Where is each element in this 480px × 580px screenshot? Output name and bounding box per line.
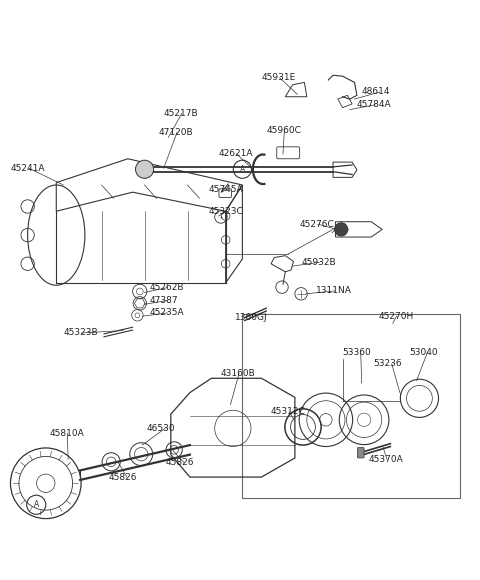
Text: 1360GJ: 1360GJ	[235, 313, 268, 322]
Text: 45323C: 45323C	[209, 206, 244, 216]
Text: 45932B: 45932B	[301, 258, 336, 267]
Text: 45784A: 45784A	[357, 100, 392, 110]
Text: 42621A: 42621A	[218, 150, 253, 158]
Text: 45312C: 45312C	[271, 407, 306, 416]
Text: 45745A: 45745A	[209, 185, 244, 194]
Text: 45262B: 45262B	[149, 283, 184, 292]
FancyBboxPatch shape	[358, 448, 364, 458]
Text: 46530: 46530	[147, 424, 176, 433]
Text: A: A	[240, 165, 245, 174]
Text: A: A	[34, 500, 39, 509]
Text: 45241A: 45241A	[11, 164, 46, 173]
Circle shape	[135, 160, 154, 178]
Text: 47387: 47387	[149, 296, 178, 305]
Text: 45270H: 45270H	[378, 311, 414, 321]
Text: 1311NA: 1311NA	[316, 287, 352, 295]
Text: 45826: 45826	[109, 473, 137, 481]
Text: 45826: 45826	[166, 458, 194, 467]
Text: 45810A: 45810A	[49, 429, 84, 438]
Text: 45276C: 45276C	[300, 220, 335, 229]
Text: 45931E: 45931E	[262, 73, 296, 82]
Text: 43160B: 43160B	[221, 369, 256, 378]
Circle shape	[335, 223, 348, 236]
Text: 45323B: 45323B	[63, 328, 98, 338]
Text: 47120B: 47120B	[159, 128, 193, 137]
Text: 53040: 53040	[409, 347, 438, 357]
Text: 53360: 53360	[343, 349, 372, 357]
Text: 45960C: 45960C	[266, 126, 301, 135]
Text: 53236: 53236	[373, 360, 402, 368]
Text: 45217B: 45217B	[164, 109, 198, 118]
Text: 45235A: 45235A	[149, 309, 184, 317]
Text: 45370A: 45370A	[369, 455, 404, 464]
Text: 48614: 48614	[362, 88, 390, 96]
